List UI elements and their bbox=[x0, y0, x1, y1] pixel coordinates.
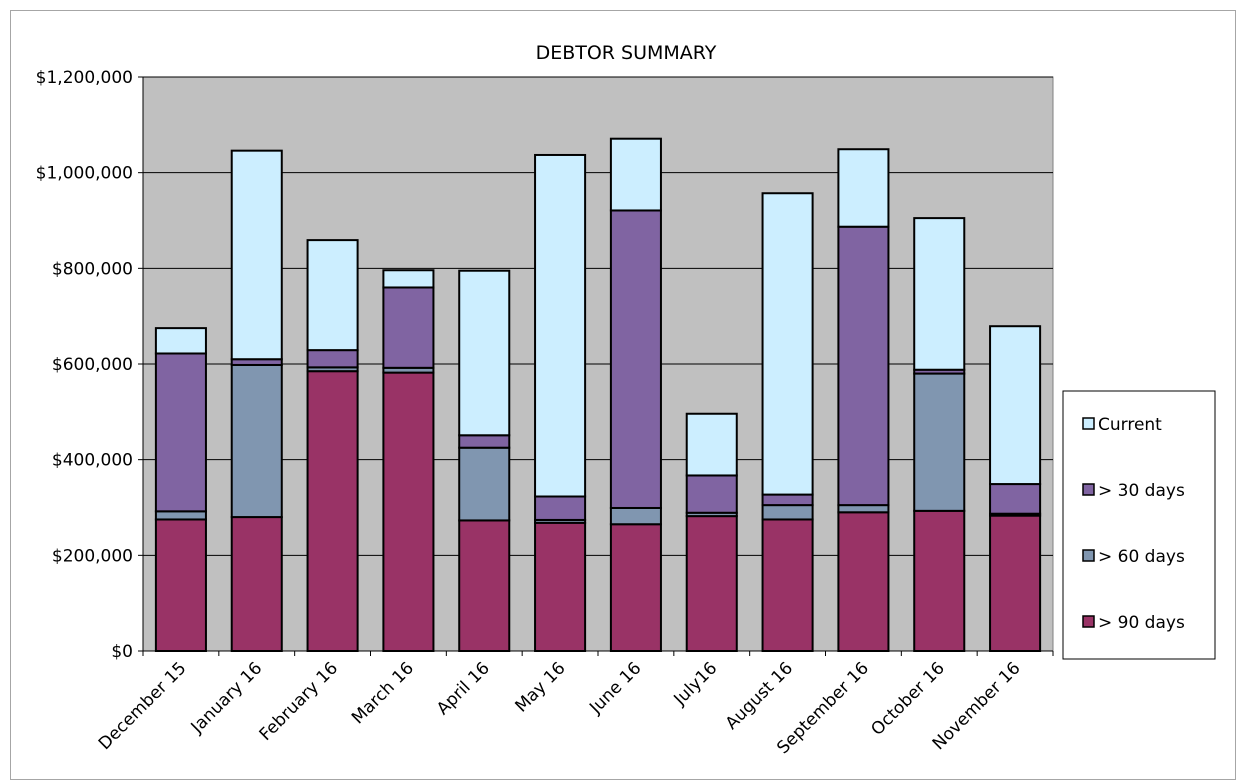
bar-segment bbox=[989, 483, 1042, 515]
bar-segment bbox=[989, 514, 1042, 652]
bar-segment bbox=[382, 269, 435, 289]
bar-segment bbox=[761, 192, 814, 496]
bar-segment bbox=[534, 153, 587, 498]
bar-segment bbox=[837, 511, 890, 652]
bar-segment bbox=[609, 137, 662, 212]
x-category-label: April 16 bbox=[433, 658, 494, 719]
x-category-label: March 16 bbox=[348, 658, 418, 728]
debtor-summary-chart: DEBTOR SUMMARY $0 $200,000 $400,000 $600,00… bbox=[36, 42, 1216, 758]
bar-segment bbox=[306, 239, 359, 352]
bar-segment bbox=[154, 510, 207, 521]
bar-segment bbox=[458, 269, 511, 437]
bar-segment bbox=[837, 148, 890, 228]
legend-label: > 60 days bbox=[1098, 547, 1185, 567]
y-tick-label: $0 bbox=[111, 642, 133, 662]
bar-segment bbox=[913, 217, 966, 371]
y-tick-label: $1,000,000 bbox=[36, 164, 133, 184]
legend-swatch bbox=[1082, 483, 1095, 496]
legend-label: > 30 days bbox=[1098, 481, 1185, 501]
bar-segment bbox=[609, 209, 662, 509]
legend-swatch bbox=[1082, 549, 1095, 562]
bar-segment bbox=[685, 474, 738, 514]
legend-label: Current bbox=[1098, 415, 1162, 435]
bar-segment bbox=[761, 518, 814, 653]
x-category-label: July16 bbox=[670, 658, 722, 710]
bar-segment bbox=[534, 495, 587, 521]
x-category-label: February 16 bbox=[256, 658, 343, 745]
bar-segment bbox=[154, 518, 207, 653]
bar-segment bbox=[458, 446, 511, 522]
bar-segment bbox=[837, 504, 890, 514]
bar-segment bbox=[230, 516, 283, 653]
x-category-label: August 16 bbox=[722, 658, 797, 733]
bar-segment bbox=[306, 370, 359, 652]
bar-segment bbox=[609, 523, 662, 652]
x-category-label: May 16 bbox=[512, 658, 570, 716]
bar-segment bbox=[989, 325, 1042, 486]
legend-box bbox=[1062, 390, 1216, 660]
legend: Current > 30 days > 60 days > 90 days bbox=[1062, 390, 1216, 660]
bar-segment bbox=[609, 506, 662, 526]
bar-segment bbox=[761, 493, 814, 507]
bar-segment bbox=[534, 521, 587, 652]
bar-segment bbox=[306, 349, 359, 369]
plot-area bbox=[142, 76, 1054, 653]
y-tick-label: $600,000 bbox=[52, 355, 133, 375]
bar-segment bbox=[761, 504, 814, 521]
bar-segment bbox=[913, 509, 966, 652]
legend-label: > 90 days bbox=[1098, 613, 1185, 633]
y-tick-label: $800,000 bbox=[52, 259, 133, 279]
bar-segment bbox=[685, 412, 738, 477]
chart-title: DEBTOR SUMMARY bbox=[536, 42, 717, 64]
bar-segment bbox=[382, 286, 435, 369]
y-tick-label: $400,000 bbox=[52, 451, 133, 471]
x-category-label: December 15 bbox=[95, 658, 191, 754]
bar-segment bbox=[230, 149, 283, 361]
bar-segment bbox=[458, 434, 511, 449]
bar-segment bbox=[154, 327, 207, 355]
y-tick-label: $1,200,000 bbox=[36, 68, 133, 88]
bar-segment bbox=[154, 352, 207, 513]
legend-swatch bbox=[1082, 417, 1095, 430]
bar-segment bbox=[230, 363, 283, 519]
bar-segment bbox=[382, 371, 435, 652]
legend-swatch bbox=[1082, 615, 1095, 628]
x-category-label: June 16 bbox=[585, 658, 645, 718]
x-category-label: January 16 bbox=[187, 658, 267, 738]
x-category-label: October 16 bbox=[867, 658, 948, 739]
y-tick-label: $200,000 bbox=[52, 546, 133, 566]
bar-segment bbox=[837, 225, 890, 507]
bar-segment bbox=[685, 515, 738, 652]
bar-segment bbox=[458, 519, 511, 653]
bar-segment bbox=[913, 372, 966, 512]
chart-frame: DEBTOR SUMMARY $0 $200,000 $400,000 $600,00… bbox=[10, 10, 1236, 780]
